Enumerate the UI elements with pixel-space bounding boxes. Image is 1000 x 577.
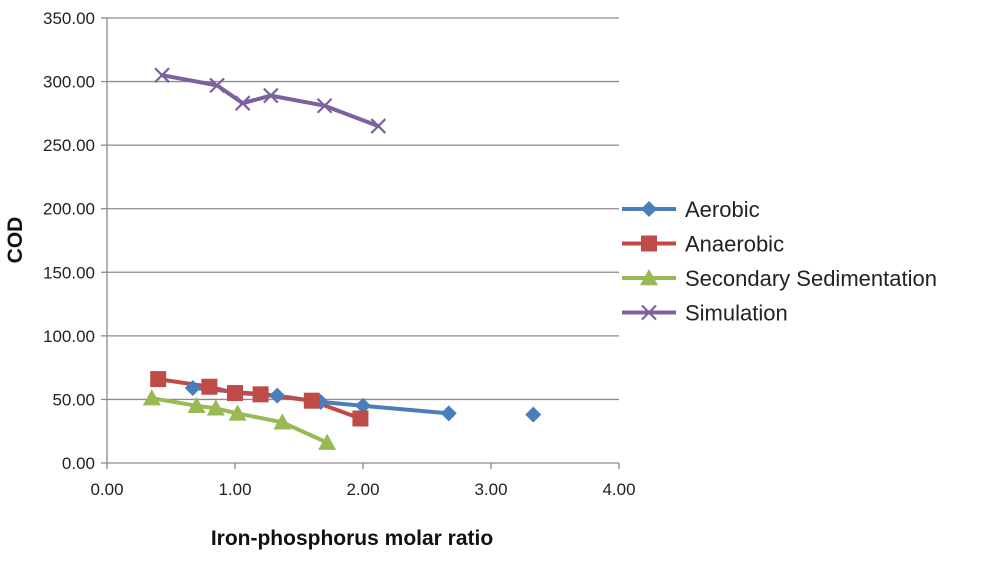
data-point-secondary-sedimentation [206, 399, 225, 416]
x-tick-label: 3.00 [474, 480, 507, 499]
data-point-simulation [234, 95, 251, 111]
data-point-anaerobic [201, 378, 218, 395]
y-tick-label: 250.00 [43, 136, 95, 155]
y-tick-label: 50.00 [52, 390, 95, 409]
data-point-anaerobic [227, 385, 243, 402]
data-point-secondary-sedimentation [142, 389, 161, 406]
legend-label-aerobic: Aerobic [685, 197, 760, 222]
legend-label-secondary-sedimentation: Secondary Sedimentation [685, 266, 937, 291]
legend: Aerobic Anaerobic Secondary Sedimentation S… [622, 197, 937, 326]
y-tick-label: 100.00 [43, 327, 95, 346]
y-axis-title: COD [4, 217, 27, 264]
data-point-aerobic [440, 405, 457, 422]
data-point-secondary-sedimentation [228, 404, 247, 421]
y-tick-label: 0.00 [62, 454, 95, 473]
x-tick-label: 0.00 [90, 480, 123, 499]
legend-marker-anaerobic [641, 235, 657, 252]
y-tick-label: 300.00 [43, 73, 95, 92]
data-point-aerobic [269, 387, 286, 404]
legend-label-anaerobic: Anaerobic [685, 232, 784, 257]
data-point-simulation [154, 67, 170, 83]
data-point-aerobic [525, 406, 542, 423]
grid-lines [107, 17, 619, 401]
y-tick-label: 200.00 [43, 200, 95, 219]
axes: 0.00 50.00 100.00 150.00 200.00 250.00 300.00 3… [43, 9, 636, 499]
legend-label-simulation: Simulation [685, 301, 788, 326]
legend-marker-aerobic [641, 201, 657, 217]
data-point-simulation [370, 118, 387, 134]
data-point-simulation [209, 77, 225, 94]
data-point-anaerobic [252, 386, 269, 403]
legend-marker-secondary-sedimentation [640, 269, 658, 286]
x-tick-label: 4.00 [602, 480, 635, 499]
series-markers [142, 67, 542, 450]
data-point-anaerobic [150, 371, 167, 388]
x-tick-label: 2.00 [346, 480, 379, 499]
data-point-simulation [263, 87, 279, 104]
data-point-aerobic [184, 379, 201, 396]
x-tick-label: 1.00 [218, 480, 251, 499]
data-point-secondary-sedimentation [187, 396, 206, 413]
legend-marker-simulation [641, 304, 657, 321]
series-line-secondary-sedimentation [149, 396, 330, 445]
data-point-secondary-sedimentation [273, 413, 292, 430]
y-tick-label: 150.00 [43, 263, 95, 282]
data-point-aerobic [355, 397, 371, 414]
data-point-anaerobic [303, 392, 320, 409]
data-point-simulation [316, 97, 333, 114]
x-axis-title: Iron-phosphorus molar ratio [211, 527, 493, 550]
series-line-simulation [160, 73, 381, 129]
data-point-secondary-sedimentation [318, 433, 337, 450]
y-tick-label: 350.00 [43, 9, 95, 28]
data-point-anaerobic [352, 410, 369, 427]
